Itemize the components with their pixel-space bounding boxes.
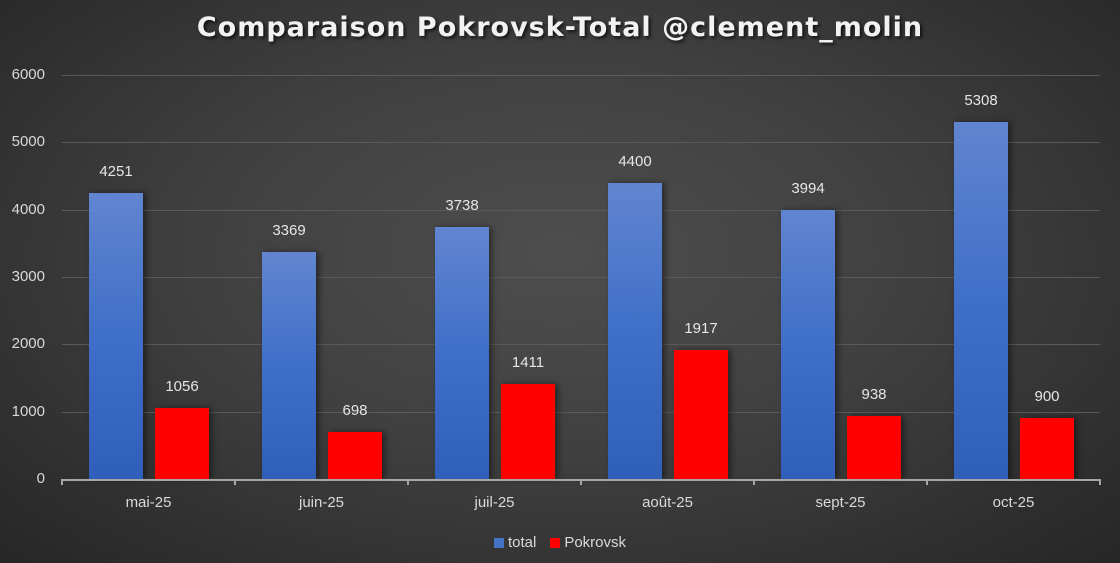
y-tick-label: 4000 bbox=[11, 200, 45, 218]
x-tick bbox=[234, 479, 236, 485]
x-tick bbox=[61, 479, 63, 485]
bar-total bbox=[435, 227, 489, 479]
y-tick-label: 6000 bbox=[11, 66, 45, 83]
bar-pokrovsk bbox=[847, 415, 901, 479]
chart-title: Comparaison Pokrovsk-Total @clement_moli… bbox=[196, 12, 924, 43]
data-label: 4251 bbox=[99, 162, 133, 180]
gridline bbox=[62, 142, 1100, 144]
x-tick bbox=[407, 479, 409, 485]
bar-pokrovsk bbox=[328, 432, 382, 479]
data-label: 5308 bbox=[964, 91, 998, 109]
x-tick-label: mai-25 bbox=[125, 494, 172, 511]
gridline bbox=[62, 344, 1100, 346]
bar-total bbox=[954, 121, 1008, 479]
bar-total bbox=[262, 252, 316, 479]
bar-total bbox=[608, 182, 662, 479]
y-tick-label: 5000 bbox=[11, 133, 45, 151]
bar-pokrovsk bbox=[501, 384, 555, 479]
data-label: 3994 bbox=[791, 180, 825, 198]
legend-item-total: total bbox=[493, 534, 537, 551]
data-label: 1411 bbox=[511, 353, 545, 371]
legend-swatch-pokrovsk bbox=[550, 537, 561, 548]
gridline bbox=[62, 75, 1100, 76]
legend: total Pokrovsk bbox=[0, 534, 1120, 551]
bar-total bbox=[781, 210, 835, 479]
x-tick-label: juil-25 bbox=[474, 494, 515, 511]
y-tick-label: 3000 bbox=[11, 268, 45, 285]
gridline bbox=[62, 411, 1100, 413]
x-tick bbox=[926, 479, 928, 485]
y-tick-label: 2000 bbox=[11, 335, 45, 353]
gridline bbox=[62, 277, 1100, 278]
data-label: 1056 bbox=[165, 377, 199, 395]
x-tick bbox=[753, 479, 755, 485]
plot-area: 4251 1056 3369 698 3738 1411 4400 1917 3994 938 53… bbox=[62, 75, 1100, 479]
gridline bbox=[62, 209, 1100, 211]
legend-label-total: total bbox=[507, 534, 537, 551]
data-label: 698 bbox=[342, 402, 368, 419]
legend-swatch-total bbox=[493, 537, 504, 548]
bar-pokrovsk bbox=[674, 349, 728, 479]
data-label: 900 bbox=[1034, 388, 1060, 406]
data-label: 938 bbox=[861, 385, 887, 403]
x-tick bbox=[1099, 479, 1101, 485]
data-label: 3738 bbox=[445, 197, 479, 215]
bar-pokrovsk bbox=[155, 407, 209, 479]
bar-pokrovsk bbox=[1020, 418, 1074, 479]
legend-item-pokrovsk: Pokrovsk bbox=[550, 534, 626, 551]
y-tick-label: 1000 bbox=[11, 402, 45, 420]
x-tick-label: août-25 bbox=[642, 494, 693, 511]
data-label: 4400 bbox=[618, 152, 652, 170]
bar-total bbox=[89, 192, 143, 479]
legend-label-pokrovsk: Pokrovsk bbox=[564, 534, 627, 551]
data-label: 1917 bbox=[684, 319, 718, 337]
x-tick-label: oct-25 bbox=[992, 494, 1035, 511]
x-tick bbox=[580, 479, 582, 485]
y-tick-label: 0 bbox=[36, 470, 45, 487]
data-label: 3369 bbox=[272, 222, 306, 240]
x-tick-label: juin-25 bbox=[298, 494, 345, 511]
x-tick-label: sept-25 bbox=[815, 494, 866, 511]
